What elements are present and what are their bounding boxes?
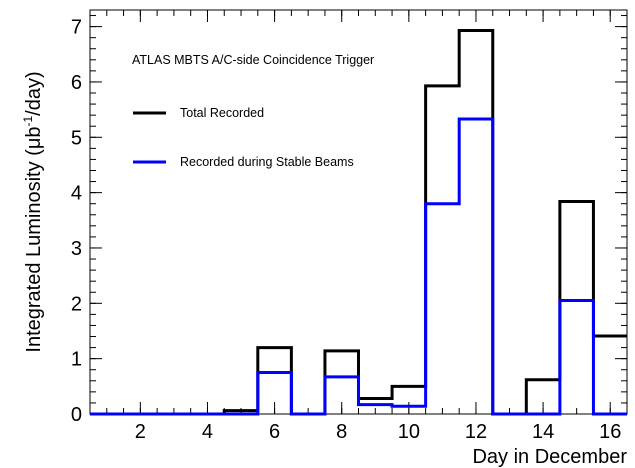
y-tick-label: 1 [71,349,82,371]
chart-annotation: ATLAS MBTS A/C-side Coincidence Trigger [132,53,374,67]
y-axis-ticks: 0 1 2 3 4 5 6 7 [71,15,627,426]
histogram-series [90,28,627,416]
series-line-stable-beams [90,117,627,416]
x-tick-label: 14 [532,421,554,443]
x-tick-label: 16 [599,421,621,443]
x-tick-label: 12 [465,421,487,443]
y-tick-label: 7 [71,17,82,39]
y-tick-label: 2 [71,293,82,315]
y-tick-label: 4 [71,183,82,205]
x-tick-label: 10 [398,421,420,443]
legend-label-stable-beams: Recorded during Stable Beams [180,155,354,169]
y-tick-label: 3 [71,238,82,260]
x-axis-ticks: 2 4 6 8 10 12 14 16 [106,10,621,443]
x-tick-label: 8 [336,421,347,443]
x-tick-label: 2 [135,421,146,443]
y-axis-label: Integrated Luminosity (μb-1/day) [21,71,45,352]
legend: Total Recorded Recorded during Stable Be… [133,106,354,169]
x-tick-label: 4 [202,421,213,443]
y-tick-label: 6 [71,72,82,94]
y-tick-label: 0 [71,404,82,426]
legend-label-total-recorded: Total Recorded [180,106,264,120]
series-line-total-recorded [90,28,627,416]
x-tick-label: 6 [269,421,280,443]
x-axis-label: Day in December [472,446,627,468]
y-tick-label: 5 [71,127,82,149]
